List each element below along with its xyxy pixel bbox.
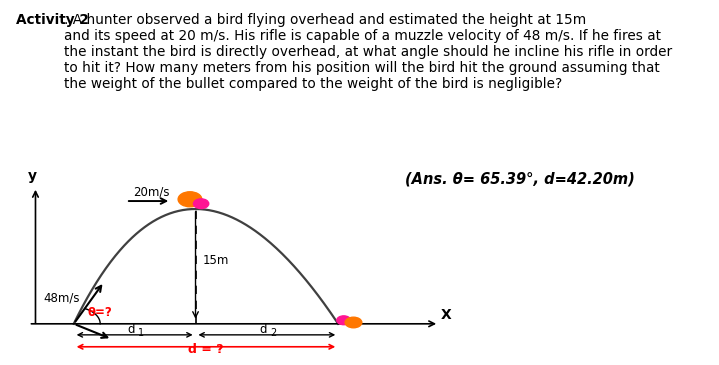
Text: 1: 1	[138, 328, 144, 338]
Text: 15m: 15m	[203, 254, 229, 267]
Text: . A hunter observed a bird flying overhead and estimated the height at 15m
and i: . A hunter observed a bird flying overhe…	[63, 12, 672, 91]
Circle shape	[345, 317, 362, 328]
Text: 20m/s: 20m/s	[133, 186, 170, 199]
Circle shape	[178, 192, 202, 207]
Text: 48m/s: 48m/s	[44, 292, 81, 305]
Text: y: y	[27, 169, 37, 183]
Text: (Ans. θ= 65.39°, d=42.20m): (Ans. θ= 65.39°, d=42.20m)	[406, 172, 635, 187]
Text: d: d	[260, 323, 267, 336]
Text: d: d	[127, 323, 135, 336]
Text: Activity 2: Activity 2	[16, 12, 88, 27]
Circle shape	[193, 199, 209, 208]
Text: X: X	[441, 308, 452, 322]
Text: d = ?: d = ?	[188, 342, 224, 356]
Circle shape	[336, 316, 351, 325]
Text: θ=?: θ=?	[88, 306, 112, 319]
Text: 2: 2	[270, 328, 276, 338]
